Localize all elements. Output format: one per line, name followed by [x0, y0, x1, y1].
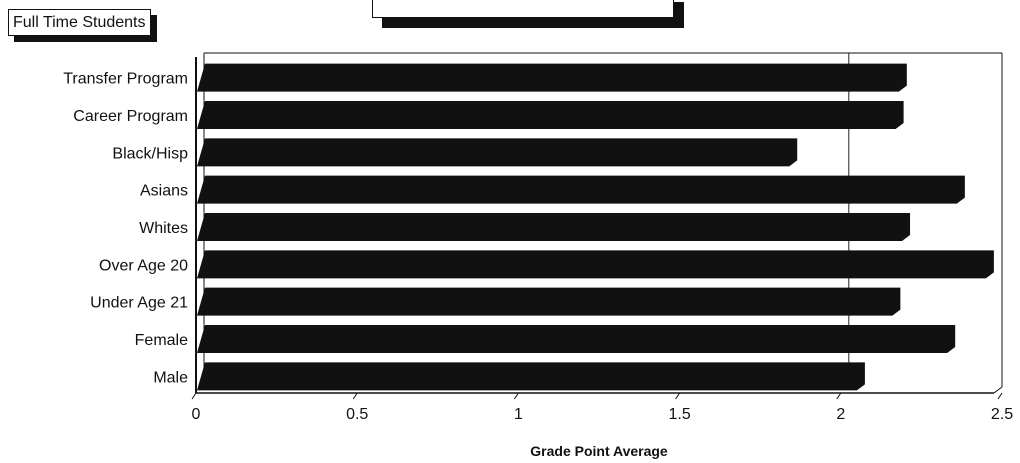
x-tick-label: 2.5	[991, 406, 1013, 423]
bar-black-hisp	[197, 138, 798, 167]
legend: Full Time Students	[8, 9, 151, 36]
bars	[197, 63, 994, 391]
x-tick-mark	[352, 392, 358, 400]
legend-label: Full Time Students	[13, 14, 146, 31]
chart-title	[372, 0, 674, 18]
category-label: Over Age 20	[99, 257, 188, 274]
category-label: Asians	[140, 183, 188, 200]
x-tick-label: 0	[192, 406, 201, 423]
x-tick-mark	[997, 392, 1003, 400]
x-tick-label: 0.5	[346, 406, 368, 423]
category-label: Female	[135, 332, 188, 349]
x-tick-mark	[675, 392, 681, 400]
bar-over-age-20	[197, 250, 994, 279]
x-tick-mark	[836, 392, 842, 400]
x-tick-label: 1	[514, 406, 523, 423]
x-axis-ticks: 0 0.5 1 1.5 2 2.5	[191, 392, 1013, 423]
bar-career-program	[197, 101, 904, 129]
floor-corner-edge	[993, 386, 1003, 394]
category-label: Black/Hisp	[112, 145, 188, 162]
x-tick-mark	[513, 392, 519, 400]
bar-whites	[197, 213, 911, 241]
bar-transfer-program	[197, 63, 907, 92]
x-tick-mark	[191, 392, 197, 400]
category-label: Whites	[139, 220, 188, 237]
category-label: Transfer Program	[63, 71, 188, 88]
bar-male	[197, 362, 865, 391]
x-axis-title: Grade Point Average	[530, 443, 668, 459]
category-label: Under Age 21	[90, 295, 188, 312]
category-labels: Transfer Program Career Program Black/Hisp…	[63, 71, 188, 387]
bar-under-age-21	[197, 287, 901, 316]
category-label: Male	[153, 369, 188, 386]
x-tick-label: 2	[836, 406, 845, 423]
bar-asians	[197, 175, 965, 204]
bar-female	[197, 325, 956, 353]
category-label: Career Program	[73, 108, 188, 125]
x-tick-label: 1.5	[668, 406, 690, 423]
